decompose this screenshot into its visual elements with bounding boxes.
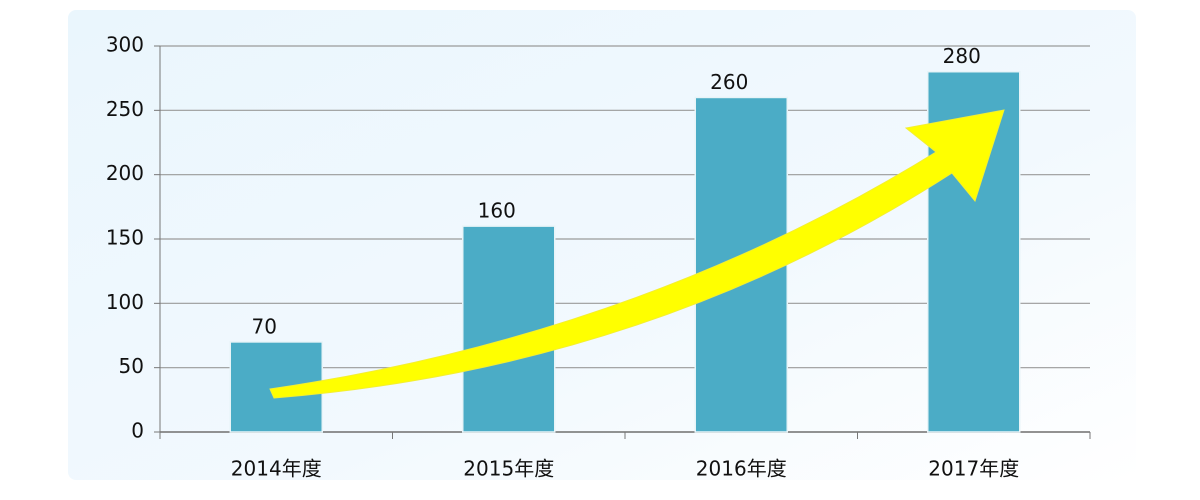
data-label: 280 (943, 44, 981, 68)
y-tick-label: 250 (106, 97, 144, 121)
trend-arrow (269, 109, 1005, 399)
x-tick-label: 2017年度 (928, 457, 1019, 481)
x-tick-label: 2015年度 (463, 457, 554, 481)
data-label: 70 (252, 314, 277, 338)
y-tick-label: 300 (106, 33, 144, 57)
chart-background (68, 10, 1136, 480)
y-tick-label: 0 (131, 419, 144, 443)
y-tick-label: 100 (106, 290, 144, 314)
y-tick-label: 50 (119, 354, 144, 378)
y-tick-label: 150 (106, 226, 144, 250)
bar (462, 225, 556, 433)
data-label: 260 (710, 70, 748, 94)
data-label: 160 (478, 199, 516, 223)
x-tick-label: 2016年度 (696, 457, 787, 481)
y-tick-label: 200 (106, 161, 144, 185)
x-tick-label: 2014年度 (231, 457, 322, 481)
